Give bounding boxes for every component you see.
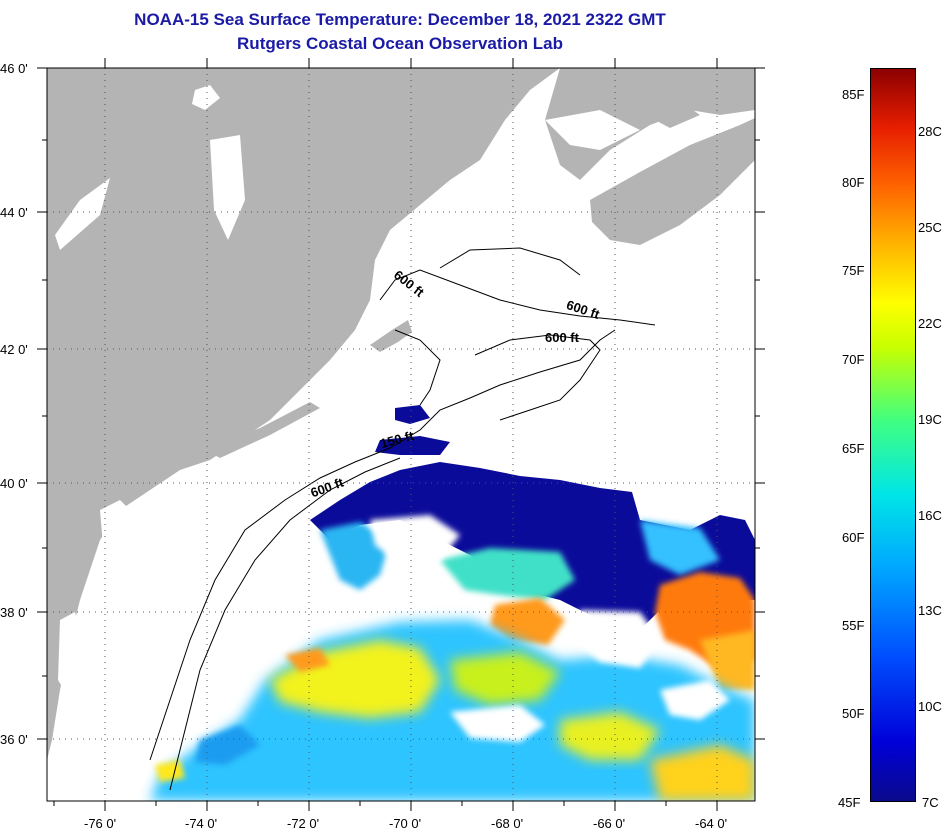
lon-label-68: -68 0': [491, 816, 524, 831]
lat-label-42: 42 0': [0, 342, 28, 357]
colorbar-label-c: 7C: [922, 795, 939, 810]
lat-label-40: 40 0': [0, 476, 28, 491]
colorbar-label-c: 16C: [918, 508, 942, 523]
colorbar-label-c: 22C: [918, 316, 942, 331]
colorbar-label-f: 65F: [842, 441, 865, 456]
lon-label-74: -74 0': [185, 816, 218, 831]
lon-label-64: -64 0': [695, 816, 728, 831]
colorbar-label-f: 85F: [842, 87, 865, 102]
colorbar-label-c: 25C: [918, 220, 942, 235]
colorbar-label-f: 80F: [842, 175, 865, 190]
isobath-contours: [149, 247, 656, 791]
colorbar-label-f: 50F: [842, 706, 865, 721]
lon-label-72: -72 0': [287, 816, 320, 831]
lon-label-76: -76 0': [84, 816, 117, 831]
graticule: [47, 68, 755, 801]
lon-label-70: -70 0': [389, 816, 422, 831]
map-frame: [46, 67, 756, 802]
lat-label-38: 38 0': [0, 605, 28, 620]
colorbar-label-f: 60F: [842, 530, 865, 545]
isobath-label: 600 ft: [545, 330, 579, 345]
colorbar-label-f: 75F: [842, 263, 865, 278]
lat-label-46: 46 0': [0, 61, 28, 76]
inland-water-layer: [55, 85, 640, 700]
colorbar-label-c: 19C: [918, 412, 942, 427]
colorbar-label-f: 70F: [842, 352, 865, 367]
temperature-colorbar: [870, 68, 916, 802]
map-title: NOAA-15 Sea Surface Temperature: Decembe…: [134, 10, 666, 29]
colorbar-label-c: 28C: [918, 124, 942, 139]
map-subtitle: Rutgers Coastal Ocean Observation Lab: [237, 34, 563, 53]
lat-label-36: 36 0': [0, 732, 28, 747]
colorbar-label-c: 10C: [918, 699, 942, 714]
axis-ticks: [37, 58, 765, 811]
colorbar-label-f: 45F: [838, 795, 861, 810]
sst-data-layer: [150, 405, 755, 801]
lon-label-66: -66 0': [593, 816, 626, 831]
lat-label-44: 44 0': [0, 205, 28, 220]
colorbar-label-f: 55F: [842, 618, 865, 633]
colorbar-label-c: 13C: [918, 603, 942, 618]
land-layer: [47, 68, 755, 760]
